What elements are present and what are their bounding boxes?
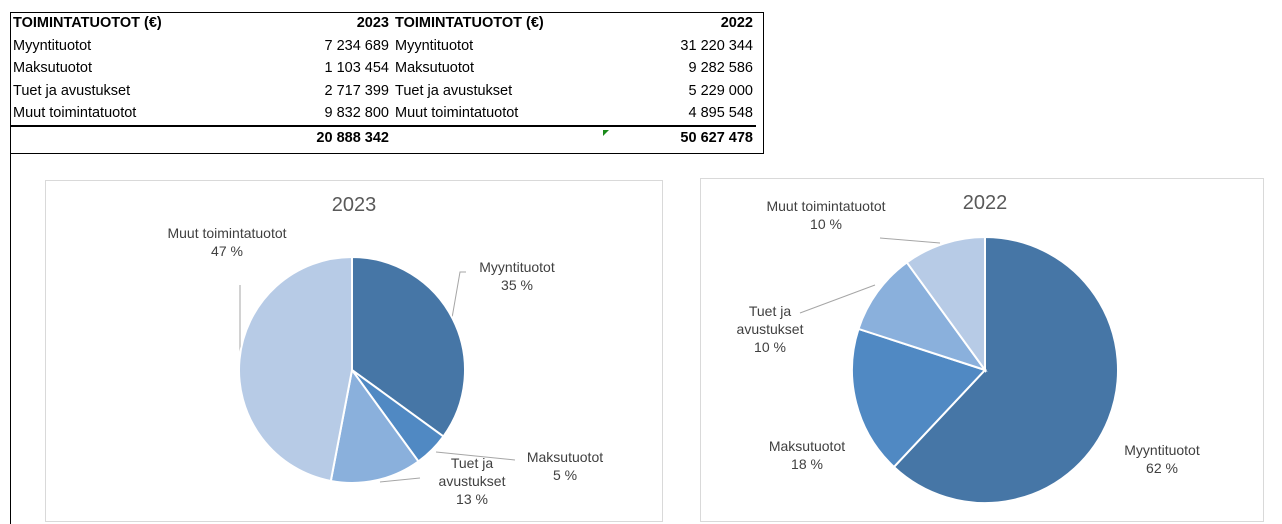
pie-slice bbox=[238, 255, 353, 483]
cell: Tuet ja avustukset bbox=[13, 82, 131, 99]
table-frame bbox=[10, 12, 764, 154]
cell: Myyntituotot bbox=[13, 37, 92, 54]
data-label: Maksutuotot 18 % bbox=[752, 437, 862, 473]
cell bbox=[10, 124, 170, 149]
cell: 2 717 399 bbox=[324, 82, 389, 99]
percent-label: 18 % bbox=[791, 456, 823, 472]
chart-title: 2023 bbox=[331, 194, 377, 216]
data-label: Muut toimintatuotot 47 % bbox=[142, 224, 312, 260]
cell bbox=[392, 124, 598, 149]
cell: Muut toimintatuotot bbox=[13, 105, 137, 122]
cell: TOIMINTATUOTOT (€) bbox=[395, 15, 544, 32]
category-label: Tuet ja avustukset bbox=[736, 303, 804, 337]
cell: TOIMINTATUOTOT (€) bbox=[13, 15, 162, 32]
leader-lines bbox=[239, 237, 941, 483]
data-label: Maksutuotot 5 % bbox=[510, 448, 620, 484]
percent-label: 47 % bbox=[211, 243, 243, 259]
row: Myyntituotot 7 234 689 Myyntituotot 31 220 … bbox=[10, 35, 756, 58]
pie-slice bbox=[857, 261, 988, 372]
cell: 4 895 548 bbox=[688, 105, 753, 122]
cell: 9 282 586 bbox=[688, 60, 753, 77]
percent-label: 10 % bbox=[754, 339, 786, 355]
data-label: Myyntituotot 35 % bbox=[462, 258, 572, 294]
pie-slice bbox=[351, 255, 466, 438]
cell: 2023 bbox=[356, 15, 389, 32]
data-label: Muut toimintatuotot 10 % bbox=[766, 197, 886, 233]
total-row: 20 888 342 50 627 478 bbox=[10, 124, 756, 149]
header-row: TOIMINTATUOTOT (€) 2023 TOIMINTATUOTOT (… bbox=[10, 12, 756, 35]
row: Tuet ja avustukset 2 717 399 Tuet ja avust… bbox=[10, 80, 756, 103]
category-label: Myyntituotot bbox=[1124, 442, 1200, 458]
category-label: Myyntituotot bbox=[479, 259, 555, 275]
pie-slice bbox=[851, 327, 987, 469]
column-border bbox=[10, 154, 11, 524]
cell: 31 220 344 bbox=[680, 37, 753, 54]
cell: Tuet ja avustukset bbox=[395, 82, 513, 99]
cell: 7 234 689 bbox=[324, 37, 389, 54]
income-table: TOIMINTATUOTOT (€) 2023 TOIMINTATUOTOT (… bbox=[10, 12, 756, 149]
data-label: Myyntituotot 62 % bbox=[1107, 441, 1217, 477]
category-label: Tuet ja avustukset bbox=[438, 455, 506, 489]
cell: 50 627 478 bbox=[598, 124, 756, 149]
cell: Maksutuotot bbox=[395, 60, 474, 77]
percent-label: 10 % bbox=[810, 216, 842, 232]
category-label: Muut toimintatuotot bbox=[766, 198, 886, 214]
cell: Myyntituotot bbox=[395, 37, 474, 54]
row: Muut toimintatuotot 9 832 800 Muut toimint… bbox=[10, 102, 756, 126]
cell: 9 832 800 bbox=[324, 105, 389, 122]
category-label: Maksutuotot bbox=[768, 438, 846, 454]
percent-label: 13 % bbox=[456, 491, 488, 507]
note-marker bbox=[603, 130, 609, 136]
chart-title: 2022 bbox=[962, 192, 1008, 214]
cell: 1 103 454 bbox=[324, 60, 389, 77]
data-label: Tuet ja avustukset 10 % bbox=[725, 302, 815, 356]
cell: Maksutuotot bbox=[13, 60, 92, 77]
pie-slice bbox=[329, 367, 420, 484]
percent-label: 35 % bbox=[501, 277, 533, 293]
category-label: Maksutuotot bbox=[526, 449, 604, 465]
cell: 5 229 000 bbox=[688, 82, 753, 99]
pie-slice bbox=[892, 235, 1119, 504]
cell: 20 888 342 bbox=[170, 124, 392, 149]
data-label: Tuet ja avustukset 13 % bbox=[427, 454, 517, 508]
percent-label: 62 % bbox=[1146, 460, 1178, 476]
pie-slice bbox=[905, 235, 986, 374]
percent-label: 5 % bbox=[552, 467, 578, 483]
cell: 2022 bbox=[720, 15, 753, 32]
category-label: Muut toimintatuotot bbox=[167, 225, 287, 241]
row: Maksutuotot 1 103 454 Maksutuotot 9 282 586 bbox=[10, 57, 756, 80]
cell: Muut toimintatuotot bbox=[395, 105, 519, 122]
